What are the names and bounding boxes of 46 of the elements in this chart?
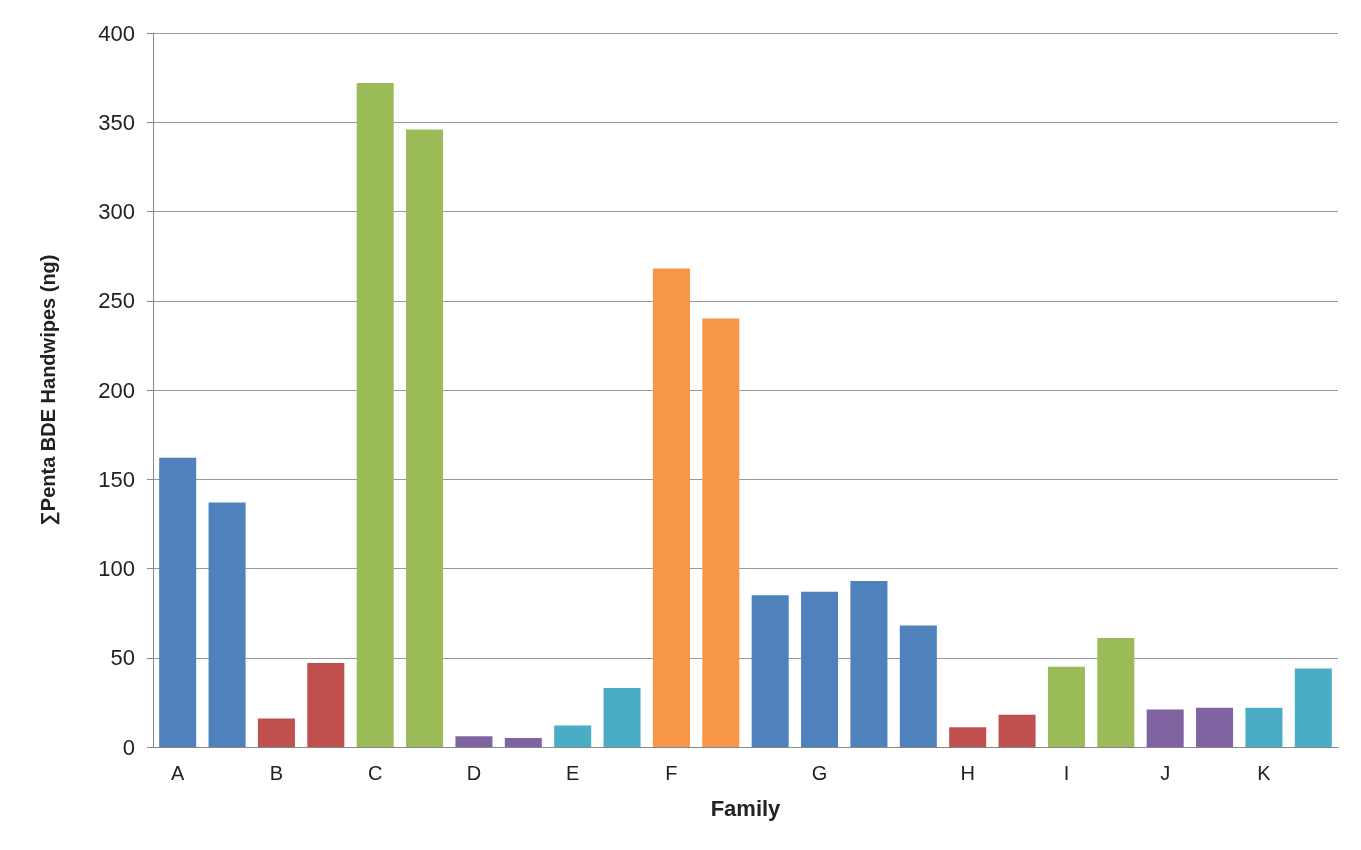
y-tick-label: 350 bbox=[98, 109, 135, 135]
bar bbox=[949, 727, 987, 747]
y-tick-label: 0 bbox=[122, 734, 135, 760]
y-axis-title: ∑Penta BDE Handwipes (ng) bbox=[37, 254, 60, 526]
bar bbox=[850, 581, 888, 747]
x-tick-label: J bbox=[1160, 762, 1171, 784]
bar bbox=[554, 725, 592, 747]
bar bbox=[603, 688, 641, 747]
bar bbox=[1097, 638, 1135, 747]
x-axis-title: Family bbox=[710, 795, 782, 821]
y-tick-label: 200 bbox=[98, 377, 135, 403]
x-tick-label: F bbox=[665, 762, 678, 784]
bar bbox=[406, 129, 444, 747]
bar bbox=[307, 663, 345, 747]
bar bbox=[702, 318, 740, 747]
bar bbox=[751, 595, 789, 747]
y-tick-label: 150 bbox=[98, 466, 135, 492]
bar bbox=[208, 502, 246, 747]
bar bbox=[1047, 666, 1085, 747]
x-tick-label: H bbox=[960, 762, 975, 784]
x-tick-label: A bbox=[171, 762, 186, 784]
bar bbox=[1294, 668, 1332, 747]
y-tick-label: 50 bbox=[110, 645, 135, 671]
bar bbox=[1245, 707, 1283, 747]
y-tick-label: 250 bbox=[98, 288, 135, 314]
bar bbox=[455, 736, 493, 747]
bar bbox=[504, 738, 542, 747]
bar bbox=[159, 457, 197, 747]
x-tick-label: D bbox=[466, 762, 482, 784]
x-tick-label: E bbox=[566, 762, 580, 784]
y-tick-label: 400 bbox=[98, 20, 135, 46]
y-tick-label: 100 bbox=[98, 556, 135, 581]
x-tick-label: B bbox=[269, 762, 284, 784]
bar bbox=[652, 268, 690, 747]
bar bbox=[257, 718, 295, 747]
x-tick-label: C bbox=[367, 762, 383, 784]
bar bbox=[356, 82, 394, 747]
bar bbox=[1146, 709, 1184, 747]
bar bbox=[998, 714, 1036, 747]
y-tick-label: 300 bbox=[98, 199, 135, 224]
x-tick-label: G bbox=[811, 762, 828, 784]
bar bbox=[1196, 707, 1234, 747]
x-tick-label: K bbox=[1257, 762, 1272, 784]
bar bbox=[899, 625, 937, 747]
x-tick-label: I bbox=[1063, 762, 1070, 784]
bar bbox=[801, 591, 839, 747]
